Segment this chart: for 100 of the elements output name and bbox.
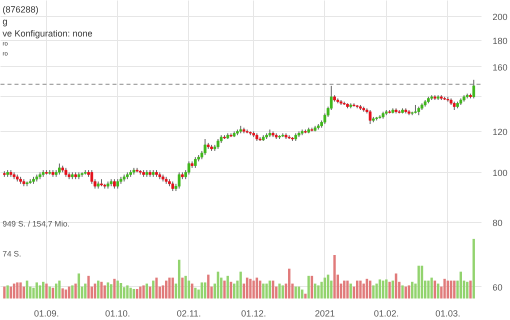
bar <box>472 238 475 298</box>
bar <box>378 279 382 298</box>
bar <box>178 260 180 298</box>
bar <box>256 278 258 298</box>
bar <box>129 288 132 298</box>
bar <box>110 284 112 298</box>
bar <box>194 288 197 298</box>
bar <box>446 280 450 298</box>
bar <box>434 280 436 298</box>
bar <box>74 284 77 298</box>
x-tick-label: 01.02. <box>374 308 399 318</box>
x-tick-label: 01.10. <box>105 308 130 318</box>
bar <box>64 290 68 298</box>
candlestick <box>194 156 197 168</box>
bar <box>326 274 330 298</box>
bar <box>6 285 9 298</box>
bar <box>246 278 248 298</box>
bar <box>466 282 468 298</box>
bar <box>427 280 430 298</box>
bar <box>411 282 414 298</box>
candlestick <box>188 160 190 176</box>
bar <box>84 284 87 298</box>
bar <box>320 282 323 298</box>
y-tick-label: 120 <box>492 126 508 137</box>
bar <box>420 266 424 298</box>
y-tick-label: 200 <box>492 12 508 22</box>
bar <box>48 286 51 298</box>
bar <box>262 284 265 298</box>
bar <box>54 284 58 298</box>
x-tick-label: 01.09. <box>34 308 59 318</box>
bar <box>10 286 12 298</box>
bar <box>16 282 19 298</box>
bar <box>333 254 336 298</box>
bar <box>71 285 74 298</box>
bar <box>207 274 210 298</box>
bar <box>368 280 372 298</box>
bar <box>382 280 384 298</box>
bar <box>375 284 378 298</box>
bar <box>22 286 26 298</box>
bar <box>404 286 407 298</box>
bar <box>249 278 252 298</box>
bar <box>126 285 129 298</box>
bar <box>52 288 54 298</box>
bar <box>366 278 368 298</box>
bar <box>113 278 116 298</box>
candlestick <box>113 178 116 190</box>
candlestick <box>171 180 174 192</box>
x-tick-label: 01.12. <box>241 308 266 318</box>
bar <box>165 280 168 298</box>
candlestick <box>204 138 206 156</box>
bar <box>152 280 154 298</box>
y-tick-label: 180 <box>492 36 508 46</box>
bar <box>310 276 314 298</box>
bar <box>239 272 242 298</box>
bar <box>314 284 316 298</box>
candlestick <box>368 110 372 125</box>
bar <box>58 280 61 298</box>
bar <box>3 286 6 298</box>
bar <box>61 288 64 298</box>
bar <box>343 280 346 298</box>
bar <box>200 282 204 298</box>
y-tick-label: 160 <box>492 62 508 72</box>
y-tick-label: 80 <box>492 218 503 228</box>
annotation: 74 S. <box>2 250 22 258</box>
bar <box>300 290 304 298</box>
bar <box>116 280 119 298</box>
bar <box>294 286 297 298</box>
y-tick-label: 60 <box>492 282 503 292</box>
bar <box>232 284 236 298</box>
bar <box>350 284 352 298</box>
bar <box>324 278 326 298</box>
bar <box>120 283 122 298</box>
bar <box>181 278 184 298</box>
bar <box>104 285 106 298</box>
bar <box>372 285 375 298</box>
bar <box>142 285 145 298</box>
candlestick <box>178 172 181 190</box>
candlestick <box>58 163 61 176</box>
bar <box>148 286 152 298</box>
bar <box>45 284 48 298</box>
candlestick <box>216 138 220 150</box>
bar <box>443 278 446 298</box>
bar <box>356 280 358 298</box>
bar <box>385 279 388 298</box>
candlestick <box>472 79 476 99</box>
bar <box>359 280 362 298</box>
bar <box>204 282 206 298</box>
bar <box>19 282 22 298</box>
bar <box>265 284 268 298</box>
text: (876288) <box>2 4 39 14</box>
bar <box>97 280 100 298</box>
bar <box>394 273 398 298</box>
bar <box>122 287 126 298</box>
bar <box>388 282 391 298</box>
bar <box>288 268 290 298</box>
bar <box>26 280 28 298</box>
bar <box>317 285 320 298</box>
bar <box>12 284 16 298</box>
bar <box>36 282 38 298</box>
bar <box>146 284 148 298</box>
